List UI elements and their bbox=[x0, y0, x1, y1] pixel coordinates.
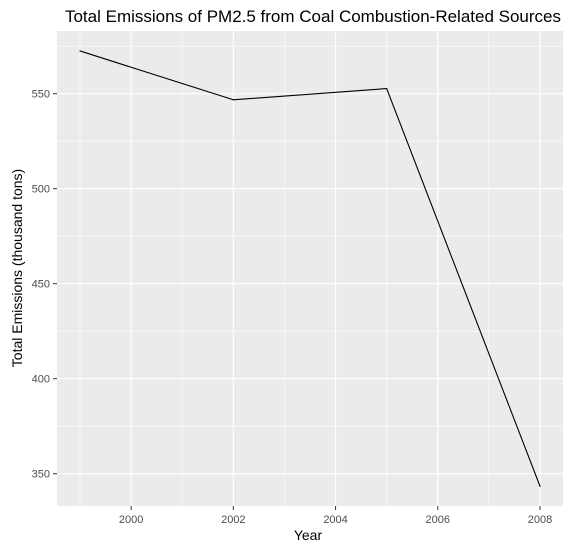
y-tick-label: 500 bbox=[32, 184, 50, 196]
data-point bbox=[386, 87, 388, 90]
data-point bbox=[539, 485, 541, 487]
x-tick-label: 2002 bbox=[221, 514, 245, 526]
x-axis-title: Year bbox=[294, 527, 323, 543]
chart-title: Total Emissions of PM2.5 from Coal Combu… bbox=[65, 7, 561, 26]
major-gridlines bbox=[57, 31, 563, 506]
y-axis: 350 400 450 500 550 bbox=[32, 89, 57, 481]
x-axis: 2000 2002 2004 2006 2008 bbox=[119, 506, 552, 526]
series-group bbox=[79, 50, 541, 487]
plot-panel bbox=[57, 31, 563, 506]
x-tick-label: 2000 bbox=[119, 514, 143, 526]
y-axis-title: Total Emissions (thousand tons) bbox=[9, 169, 25, 367]
minor-gridlines bbox=[57, 31, 563, 506]
y-tick-label: 550 bbox=[32, 89, 50, 101]
y-tick-label: 400 bbox=[32, 374, 50, 386]
series-line bbox=[79, 50, 541, 487]
data-point bbox=[79, 50, 81, 52]
x-tick-label: 2004 bbox=[323, 514, 347, 526]
data-point bbox=[232, 99, 234, 101]
y-tick-label: 350 bbox=[32, 469, 50, 481]
y-tick-label: 450 bbox=[32, 279, 50, 291]
x-tick-label: 2008 bbox=[528, 514, 552, 526]
x-tick-label: 2006 bbox=[426, 514, 450, 526]
